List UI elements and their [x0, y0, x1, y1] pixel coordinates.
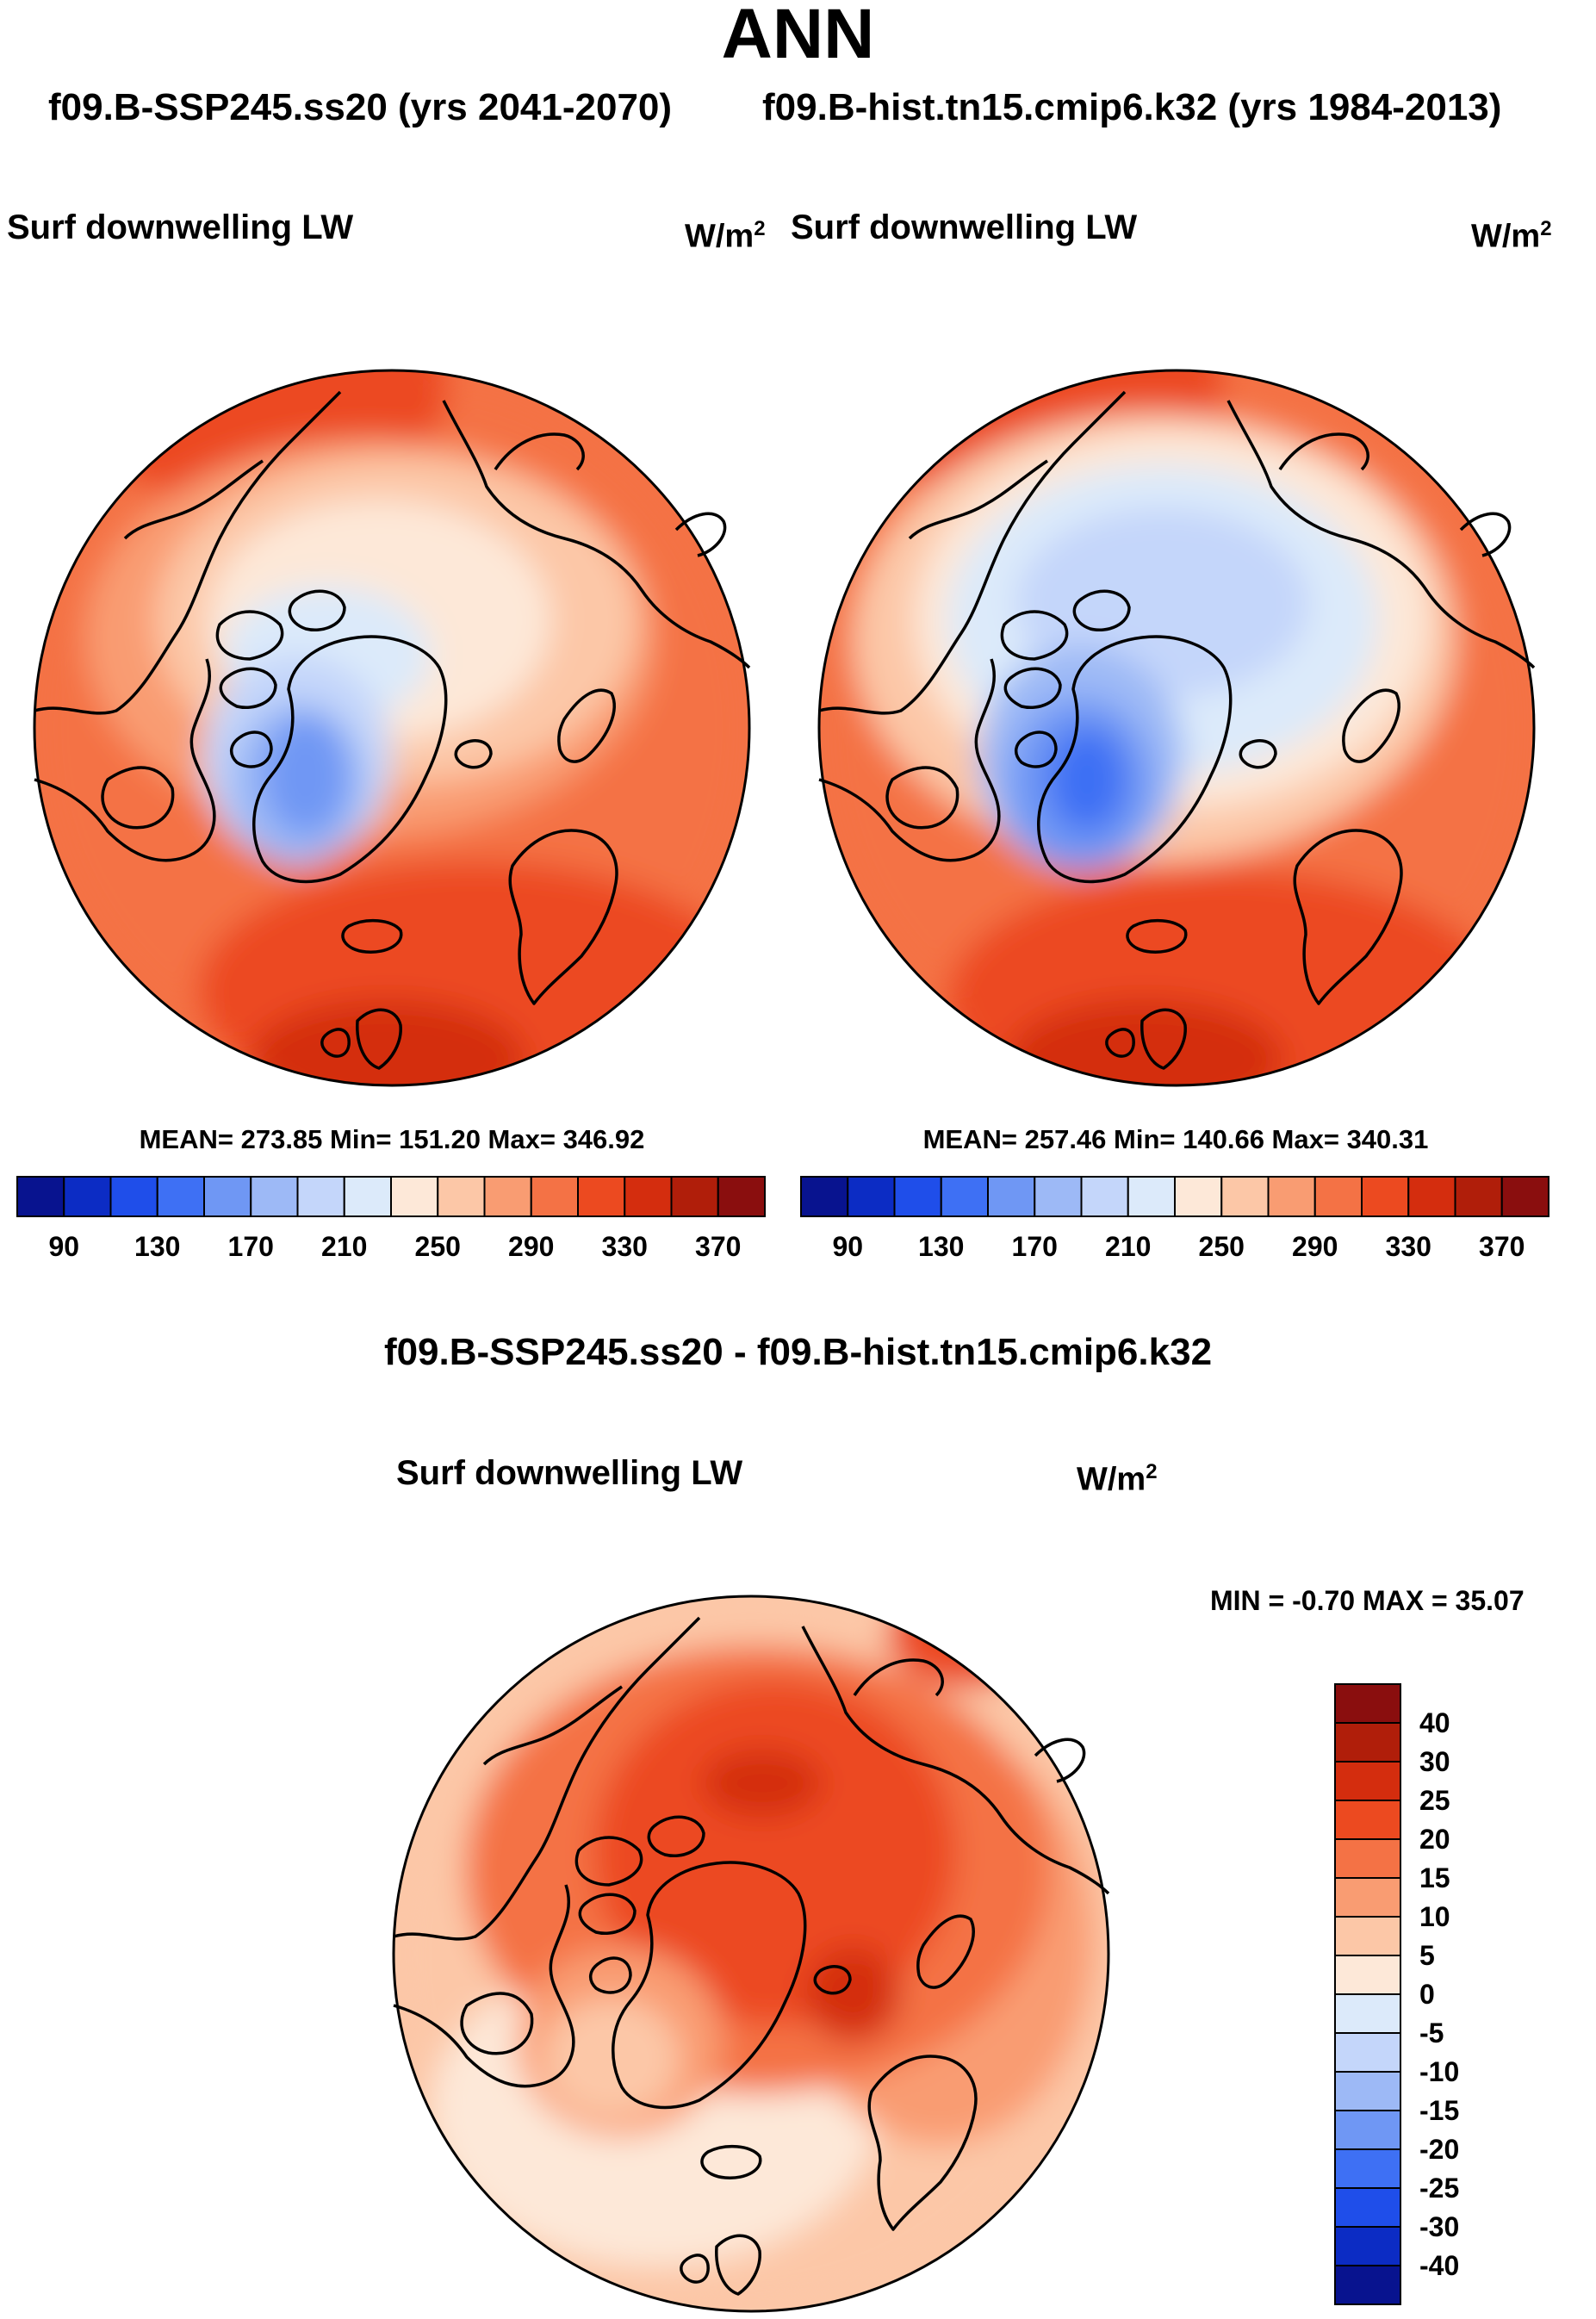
colorbar-swatch — [940, 1176, 989, 1217]
colorbar-swatch — [893, 1176, 942, 1217]
colorbar-swatch — [390, 1176, 439, 1217]
colorbar-tick-label: 210 — [1105, 1231, 1151, 1262]
diff-stats: MIN = -0.70 MAX = 35.07 — [1210, 1585, 1525, 1616]
colorbar-swatch — [1034, 1176, 1083, 1217]
colorbar-swatch — [577, 1176, 626, 1217]
diff-map — [392, 1595, 1110, 2313]
right-map — [817, 369, 1536, 1087]
colorbar-swatch — [437, 1176, 486, 1217]
left-map — [33, 369, 751, 1087]
colorbar-swatch — [717, 1176, 766, 1217]
colorbar-swatch — [1334, 1993, 1401, 2034]
right-panel-stats: MEAN= 257.46 Min= 140.66 Max= 340.31 — [922, 1124, 1429, 1154]
colorbar-swatch — [1127, 1176, 1176, 1217]
right-colorbar: 90 130 170 210 250 290 330 370 — [800, 1176, 1549, 1262]
colorbar-tick-label: 210 — [321, 1231, 367, 1262]
colorbar-tick-label: 5 — [1419, 1940, 1435, 1971]
colorbar-swatch — [1334, 1838, 1401, 1879]
colorbar-swatch — [530, 1176, 579, 1217]
colorbar-swatch — [1080, 1176, 1129, 1217]
colorbar-tick-label: 10 — [1419, 1901, 1450, 1932]
colorbar-tick-label: 370 — [695, 1231, 741, 1262]
colorbar-swatch — [800, 1176, 849, 1217]
colorbar-tick-label: 130 — [918, 1231, 964, 1262]
colorbar-swatch — [156, 1176, 205, 1217]
diff-panel-title: Surf downwelling LW — [396, 1454, 743, 1492]
colorbar-swatch — [1334, 1916, 1401, 1956]
colorbar-tick-label: 250 — [415, 1231, 461, 1262]
left-panel-units: W/m2 — [685, 217, 766, 255]
colorbar-swatch — [1334, 2032, 1401, 2073]
colorbar-tick-label: 90 — [48, 1231, 79, 1262]
colorbar-swatch — [1454, 1176, 1503, 1217]
colorbar-swatch — [250, 1176, 299, 1217]
colorbar-swatch — [296, 1176, 345, 1217]
colorbar-swatch — [1334, 2226, 1401, 2266]
right-panel-units: W/m2 — [1471, 217, 1552, 255]
colorbar-swatch — [1334, 1722, 1401, 1763]
colorbar-tick-label: 25 — [1419, 1785, 1450, 1816]
colorbar-tick-label: 330 — [602, 1231, 648, 1262]
colorbar-swatch — [1334, 1955, 1401, 1995]
colorbar-swatch — [1334, 1761, 1401, 1801]
colorbar-swatch — [1334, 2071, 1401, 2111]
colorbar-tick-label: 30 — [1419, 1746, 1450, 1777]
colorbar-swatch — [847, 1176, 896, 1217]
colorbar-swatch — [203, 1176, 252, 1217]
colorbar-swatch — [1361, 1176, 1410, 1217]
colorbar-swatch — [1334, 2187, 1401, 2228]
colorbar-tick-label: -25 — [1419, 2173, 1459, 2204]
colorbar-tick-label: -30 — [1419, 2211, 1459, 2242]
colorbar-swatch — [63, 1176, 112, 1217]
colorbar-swatch — [1313, 1176, 1363, 1217]
colorbar-tick-label: 290 — [1292, 1231, 1338, 1262]
colorbar-swatch — [624, 1176, 673, 1217]
right-panel-title: Surf downwelling LW — [791, 208, 1138, 246]
colorbar-swatch — [1220, 1176, 1270, 1217]
diff-panel-units: W/m2 — [1077, 1460, 1158, 1498]
colorbar-swatch — [1334, 2265, 1401, 2305]
case-b-label: f09.B-hist.tn15.cmip6.k32 (yrs 1984-2013… — [762, 86, 1502, 128]
main-title: ANN — [721, 0, 875, 73]
colorbar-tick-label: 40 — [1419, 1707, 1450, 1738]
left-panel-title: Surf downwelling LW — [7, 208, 354, 246]
left-colorbar: 90 130 170 210 250 290 330 370 — [16, 1176, 766, 1262]
colorbar-tick-label: 170 — [1012, 1231, 1058, 1262]
colorbar-tick-label: 15 — [1419, 1862, 1450, 1893]
colorbar-swatch — [16, 1176, 65, 1217]
colorbar-tick-label: 170 — [228, 1231, 274, 1262]
colorbar-tick-label: -5 — [1419, 2017, 1444, 2049]
colorbar-tick-label: -15 — [1419, 2095, 1459, 2126]
left-panel-stats: MEAN= 273.85 Min= 151.20 Max= 346.92 — [139, 1124, 645, 1154]
colorbar-swatch — [1267, 1176, 1316, 1217]
diff-title: f09.B-SSP245.ss20 - f09.B-hist.tn15.cmip… — [383, 1331, 1213, 1373]
colorbar-tick-label: -40 — [1419, 2250, 1459, 2281]
colorbar-swatch — [109, 1176, 158, 1217]
colorbar-swatch — [483, 1176, 532, 1217]
colorbar-swatch — [987, 1176, 1036, 1217]
colorbar-swatch — [343, 1176, 392, 1217]
colorbar-tick-label: 90 — [832, 1231, 863, 1262]
colorbar-swatch — [1500, 1176, 1549, 1217]
colorbar-swatch — [1334, 1800, 1401, 1840]
colorbar-swatch — [670, 1176, 719, 1217]
colorbar-swatch — [1334, 1877, 1401, 1918]
colorbar-tick-label: 250 — [1199, 1231, 1245, 1262]
colorbar-swatch — [1334, 1683, 1401, 1724]
colorbar-tick-label: -10 — [1419, 2056, 1459, 2087]
colorbar-swatch — [1334, 2148, 1401, 2189]
colorbar-tick-label: 370 — [1479, 1231, 1525, 1262]
colorbar-tick-label: 330 — [1386, 1231, 1431, 1262]
colorbar-tick-label: 130 — [134, 1231, 180, 1262]
diff-colorbar: 40 30 25 20 15 10 5 0 -5 -10 -15 -20 -25 -30 -40 — [1334, 1683, 1459, 2305]
colorbar-tick-label: 290 — [508, 1231, 554, 1262]
colorbar-swatch — [1334, 2110, 1401, 2150]
colorbar-swatch — [1174, 1176, 1223, 1217]
case-a-label: f09.B-SSP245.ss20 (yrs 2041-2070) — [48, 86, 673, 128]
colorbar-tick-label: -20 — [1419, 2134, 1459, 2165]
colorbar-swatch — [1407, 1176, 1456, 1217]
colorbar-tick-label: 20 — [1419, 1824, 1450, 1855]
colorbar-tick-label: 0 — [1419, 1979, 1435, 2010]
